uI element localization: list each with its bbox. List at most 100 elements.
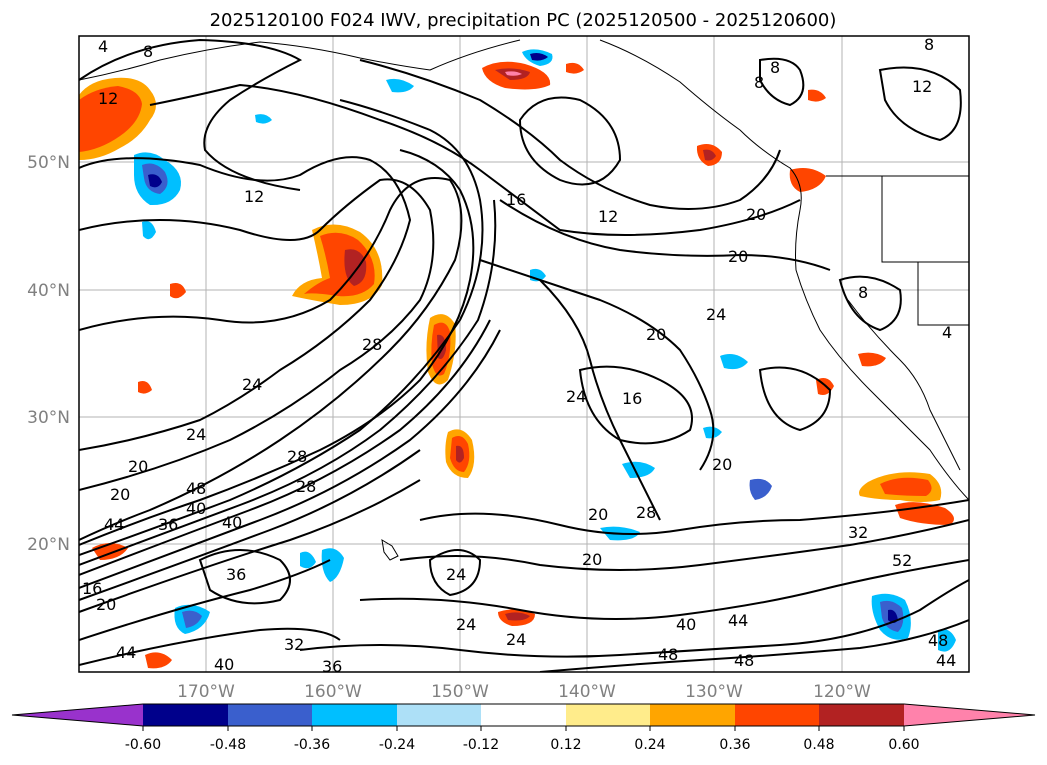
colorbar-tick-label: 0.48 [803, 737, 834, 753]
lat-tick-label: 20°N [27, 535, 70, 555]
contour-label: 20 [128, 457, 148, 476]
lon-tick-label: 130°W [685, 682, 743, 702]
contour-label: 16 [622, 389, 642, 408]
state-borders [881, 176, 969, 263]
contour-line [79, 149, 475, 546]
contour-line [499, 199, 831, 271]
colorbar-tick-label: 0.24 [634, 737, 665, 753]
contour-loop [518, 96, 622, 186]
contour-label: 48 [928, 631, 948, 650]
colorbar-segment [650, 704, 735, 726]
contour-label: 20 [110, 485, 130, 504]
contour-label: 36 [226, 565, 246, 584]
precip-blob-neg [386, 78, 414, 93]
contour-label: 40 [214, 655, 234, 674]
precip-blob-neg [622, 461, 655, 478]
contour-label: 52 [892, 551, 912, 570]
precip-blob-neg-max [148, 174, 162, 188]
colorbar-segment [312, 704, 397, 726]
colorbar-tick-label: -0.12 [463, 737, 499, 753]
precip-blob-neg [321, 548, 344, 582]
contour-line [79, 178, 435, 491]
contour-label: 8 [858, 283, 868, 302]
contour-line [79, 449, 421, 601]
colorbar-segment [397, 704, 481, 726]
colorbar-tick-label: -0.60 [125, 737, 161, 753]
contour-label: 24 [706, 305, 726, 324]
baja-coast [847, 299, 961, 471]
contour-line [539, 619, 969, 672]
contour-label: 28 [287, 447, 307, 466]
contour-line [419, 499, 969, 535]
map-background [79, 36, 969, 672]
iwv-contours [79, 38, 969, 672]
contour-label: 20 [582, 550, 602, 569]
lat-tick-label: 40°N [27, 281, 70, 301]
precip-blob-pos [789, 168, 826, 192]
coastlines [79, 39, 969, 561]
colorbar-segment [819, 704, 904, 726]
precip-blob-pos-max [456, 445, 464, 463]
contour-label: 44 [104, 515, 124, 534]
contour-line [79, 627, 341, 666]
contour-label: 20 [646, 325, 666, 344]
contour-line [79, 559, 331, 641]
colorbar-ticks [142, 726, 905, 731]
lon-tick-label: 120°W [813, 682, 871, 702]
contour-label: 24 [186, 425, 206, 444]
precip-blob-pos [170, 283, 186, 299]
contour-loop [878, 66, 962, 142]
precip-blob-pos-core [505, 612, 530, 621]
precip-blob-pos-core [880, 477, 932, 496]
precip-blob-neg [749, 478, 772, 500]
contour-label: 20 [712, 455, 732, 474]
colorbar-tick-label: 0.60 [888, 737, 919, 753]
colorbar-tick-label: -0.36 [294, 737, 330, 753]
contour-loop [428, 549, 482, 597]
lat-tick-label: 30°N [27, 408, 70, 428]
contour-label: 8 [924, 35, 934, 54]
contour-label: 28 [636, 503, 656, 522]
contour-line [539, 279, 661, 521]
contour-label: 40 [676, 615, 696, 634]
colorbar-extend-left [12, 704, 143, 726]
colorbar: -0.60 -0.48 -0.36 -0.24 -0.12 0.12 0.24 … [11, 703, 1036, 753]
contour-label: 44 [116, 643, 136, 662]
bc-coast [599, 39, 802, 211]
contour-label: 8 [143, 42, 153, 61]
lon-tick-label: 140°W [558, 682, 616, 702]
contour-label: 48 [186, 479, 206, 498]
precip-blob-neg [938, 629, 956, 652]
contour-label: 44 [936, 651, 956, 670]
contour-label: 40 [186, 499, 206, 518]
map-panel: 4 8 12 8 8 8 12 12 16 12 20 20 8 24 20 4… [79, 35, 969, 674]
contour-line [79, 38, 303, 191]
contour-loop [758, 366, 832, 432]
precip-blob-neg-max [888, 609, 898, 623]
colorbar-tick-label: -0.48 [210, 737, 246, 753]
colorbar-tick-label: 0.12 [550, 737, 581, 753]
state-borders-2 [917, 262, 969, 326]
contour-line [79, 329, 501, 589]
lon-tick-labels: 170°W 160°W 150°W 140°W 130°W 120°W [177, 682, 871, 702]
contour-label: 32 [284, 635, 304, 654]
colorbar-segment [228, 704, 312, 726]
lon-tick-label: 150°W [431, 682, 489, 702]
precip-blob-pos-core [703, 149, 716, 161]
contour-label: 36 [158, 515, 178, 534]
colorbar-tick-label: -0.24 [379, 737, 415, 753]
contour-loop [198, 549, 291, 605]
lat-tick-label: 50°N [27, 153, 70, 173]
contour-label: 20 [96, 595, 116, 614]
precip-blob-neg [255, 114, 272, 124]
contour-label: 20 [746, 205, 766, 224]
contour-label: 20 [728, 247, 748, 266]
colorbar-segment [566, 704, 650, 726]
contour-labels: 4 8 12 8 8 8 12 12 16 12 20 20 8 24 20 4… [82, 35, 956, 674]
contour-line [79, 156, 412, 451]
contour-line [479, 259, 715, 471]
contour-label: 40 [222, 513, 242, 532]
colorbar-segment [481, 704, 566, 726]
us-coast [795, 209, 969, 501]
